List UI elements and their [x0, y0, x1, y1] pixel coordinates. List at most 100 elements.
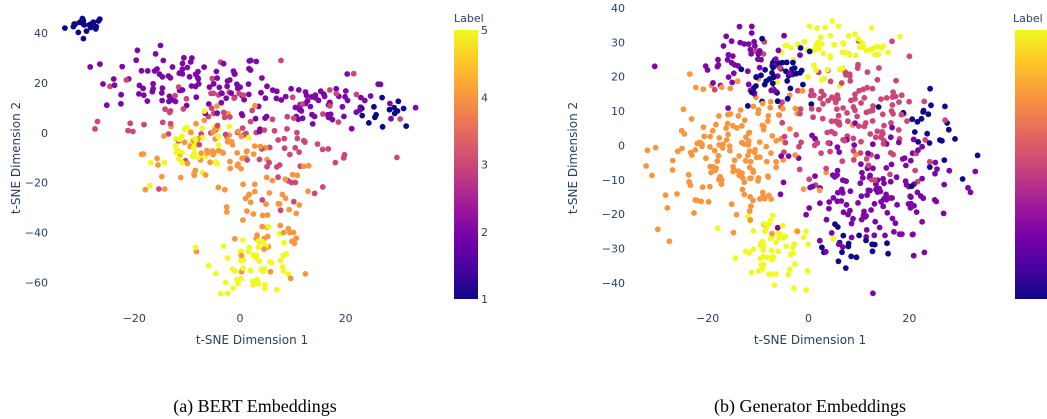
- data-point: [289, 171, 296, 178]
- data-point: [146, 182, 153, 189]
- data-point: [787, 44, 794, 51]
- data-point: [269, 177, 276, 184]
- data-point: [840, 232, 847, 239]
- data-point: [773, 164, 780, 171]
- data-point: [707, 133, 713, 140]
- data-point: [287, 275, 294, 282]
- data-point: [890, 89, 896, 95]
- data-point: [259, 197, 266, 203]
- y-tick-label: −20: [25, 177, 48, 190]
- data-point: [285, 225, 292, 232]
- y-tick-label: −60: [25, 277, 48, 290]
- data-point: [215, 184, 222, 191]
- data-point: [797, 45, 804, 51]
- colorbar: Label 1 2 3 4 5: [454, 12, 488, 306]
- data-point: [843, 201, 850, 208]
- data-point: [699, 184, 706, 191]
- data-point: [749, 89, 755, 96]
- data-point: [861, 208, 867, 215]
- data-point: [158, 173, 165, 180]
- data-point: [863, 227, 870, 233]
- data-point: [80, 35, 87, 42]
- data-point: [826, 199, 833, 205]
- data-point: [825, 140, 832, 146]
- data-point: [729, 79, 736, 86]
- data-point: [767, 98, 774, 105]
- data-point: [701, 133, 708, 140]
- data-point: [140, 85, 147, 92]
- data-point: [750, 197, 756, 204]
- data-point: [828, 230, 835, 236]
- y-tick-label: −20: [602, 208, 625, 221]
- data-point: [797, 106, 804, 112]
- data-point: [282, 176, 289, 183]
- data-point: [831, 130, 838, 137]
- data-point: [266, 190, 273, 196]
- data-point: [223, 204, 230, 210]
- data-point: [797, 69, 803, 76]
- data-point: [275, 200, 282, 207]
- data-point: [192, 167, 199, 174]
- data-point: [725, 74, 732, 80]
- data-point: [718, 181, 725, 188]
- data-point: [223, 95, 230, 102]
- data-point: [766, 76, 773, 82]
- data-point: [844, 110, 850, 116]
- data-point: [839, 49, 846, 56]
- data-point: [859, 40, 866, 47]
- data-point: [62, 25, 68, 31]
- data-point: [644, 147, 651, 154]
- data-point: [256, 156, 263, 163]
- data-point: [854, 113, 860, 120]
- data-point: [818, 88, 825, 95]
- data-point: [769, 212, 776, 219]
- data-point: [723, 137, 730, 143]
- data-point: [874, 76, 881, 83]
- data-point: [920, 109, 926, 115]
- data-point: [816, 237, 823, 244]
- data-point: [730, 163, 736, 170]
- data-point: [773, 137, 780, 144]
- data-point: [654, 226, 661, 233]
- data-point: [921, 249, 928, 256]
- data-point: [965, 184, 971, 191]
- data-point: [927, 85, 933, 92]
- data-point: [244, 208, 250, 215]
- data-point: [775, 111, 782, 118]
- data-point: [296, 202, 303, 208]
- data-point: [698, 198, 705, 205]
- data-point: [785, 271, 792, 278]
- data-point: [879, 111, 886, 118]
- data-point: [214, 75, 221, 81]
- data-point: [166, 109, 173, 116]
- data-point: [848, 234, 855, 241]
- data-point: [292, 144, 299, 151]
- data-point: [782, 139, 789, 146]
- data-point: [885, 49, 892, 56]
- data-point: [871, 232, 878, 239]
- data-point: [863, 47, 870, 54]
- data-point: [765, 254, 771, 261]
- data-point: [284, 125, 290, 132]
- data-point: [878, 45, 885, 51]
- data-point: [165, 73, 172, 79]
- data-point: [267, 268, 274, 275]
- data-point: [928, 102, 934, 109]
- data-point: [790, 244, 796, 251]
- data-point: [897, 33, 903, 40]
- data-point: [882, 232, 888, 239]
- data-point: [342, 93, 348, 100]
- data-point: [172, 98, 179, 105]
- data-point: [783, 243, 790, 250]
- data-point: [250, 211, 257, 217]
- colorbar-gradient: [1015, 30, 1047, 299]
- data-point: [264, 233, 271, 240]
- data-point: [921, 98, 928, 105]
- y-tick-labels: 40 20 0 −20 −40 −60: [25, 27, 48, 290]
- data-point: [222, 131, 229, 138]
- data-point: [691, 210, 697, 216]
- data-point: [906, 98, 912, 105]
- data-point: [123, 77, 130, 83]
- data-point: [326, 87, 333, 93]
- data-point: [703, 155, 709, 162]
